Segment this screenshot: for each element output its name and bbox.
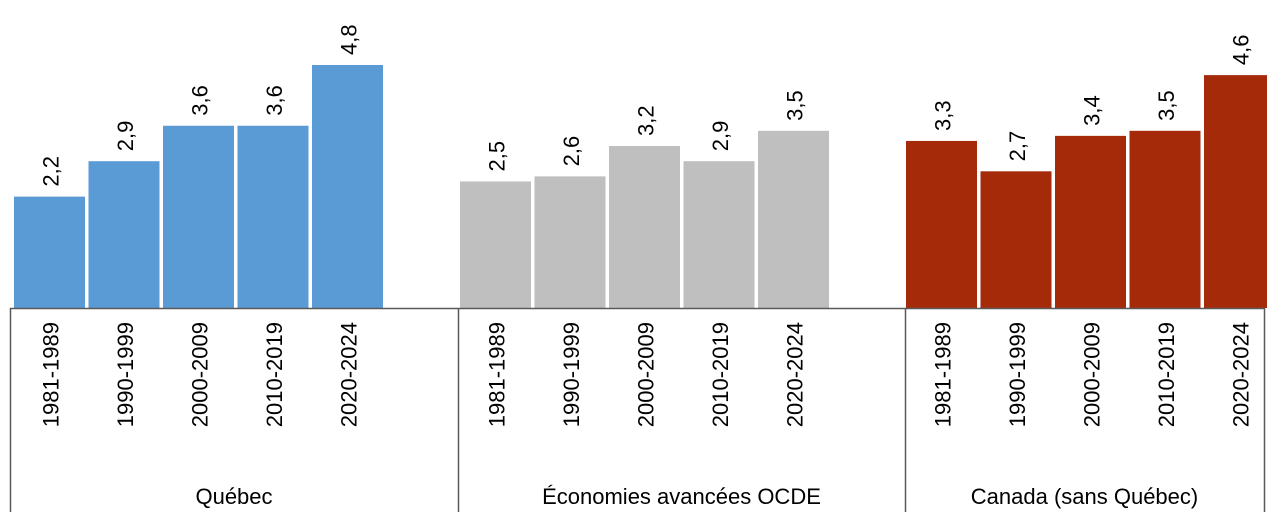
bar — [14, 196, 85, 308]
data-label: 4,6 — [1229, 35, 1254, 66]
bar — [312, 65, 383, 308]
bar — [906, 140, 977, 308]
bar — [460, 181, 531, 308]
data-label: 2,6 — [559, 136, 584, 167]
category-tick-label: 2020-2024 — [337, 322, 362, 427]
group-label: Canada (sans Québec) — [971, 484, 1198, 509]
data-label: 3,6 — [188, 85, 213, 116]
category-tick-label: 1981-1989 — [39, 322, 64, 427]
group-label: Québec — [195, 484, 272, 509]
category-tick-label: 1990-1999 — [559, 322, 584, 427]
data-label: 3,2 — [634, 105, 659, 136]
category-tick-label: 1990-1999 — [113, 322, 138, 427]
category-tick-label: 2020-2024 — [783, 322, 808, 427]
category-tick-label: 1981-1989 — [931, 322, 956, 427]
category-tick-label: 1990-1999 — [1005, 322, 1030, 427]
category-tick-label: 1981-1989 — [485, 322, 510, 427]
data-label: 3,5 — [1154, 90, 1179, 121]
data-label: 2,9 — [113, 121, 138, 152]
data-label: 3,4 — [1080, 95, 1105, 126]
category-tick-label: 2000-2009 — [634, 322, 659, 427]
data-label: 3,6 — [262, 85, 287, 116]
bar — [609, 146, 680, 308]
category-tick-label: 2010-2019 — [708, 322, 733, 427]
category-tick-label: 2000-2009 — [1080, 322, 1105, 427]
category-tick-label: 2010-2019 — [1154, 322, 1179, 427]
bar — [1204, 75, 1267, 308]
bar — [758, 130, 829, 308]
category-tick-label: 2010-2019 — [262, 322, 287, 427]
bar — [1129, 130, 1201, 308]
bar — [163, 125, 234, 308]
data-label: 3,5 — [783, 90, 808, 121]
bar — [1055, 135, 1126, 308]
group-label: Économies avancées OCDE — [542, 484, 821, 509]
bar — [237, 125, 309, 308]
data-label: 2,5 — [485, 141, 510, 172]
data-label: 4,8 — [337, 24, 362, 55]
category-tick-label: 2000-2009 — [188, 322, 213, 427]
bar — [534, 176, 606, 308]
bar — [980, 171, 1052, 308]
data-label: 2,9 — [708, 121, 733, 152]
category-tick-label: 2020-2024 — [1229, 322, 1254, 427]
data-label: 3,3 — [931, 100, 956, 131]
data-label: 2,2 — [39, 156, 64, 187]
bar — [88, 161, 160, 308]
data-label: 2,7 — [1005, 131, 1030, 162]
bar — [683, 161, 755, 308]
